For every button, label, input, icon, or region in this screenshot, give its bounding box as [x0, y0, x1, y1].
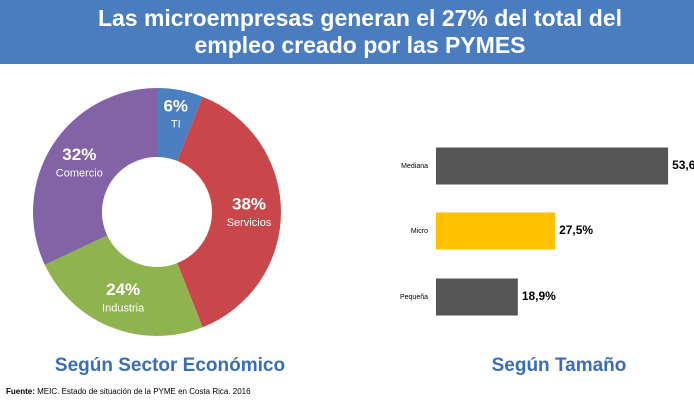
bar [436, 212, 556, 250]
y-tick-label: Mediana [401, 163, 428, 170]
chart-subtitle: Según Tamaño [492, 355, 627, 376]
title-line: empleo creado por las PYMES [194, 32, 525, 58]
pie-slice [157, 88, 203, 161]
slice-value-label: 32% [62, 145, 96, 164]
slice-value-label: 6% [163, 96, 188, 115]
bar-value-label: 27,5% [559, 223, 593, 237]
source-label: Fuente: [6, 387, 35, 396]
bar [436, 147, 669, 185]
chart-subtitle: Según Sector Económico [55, 355, 285, 376]
slice-value-label: 38% [232, 194, 266, 213]
y-tick-label: Micro [411, 228, 428, 235]
header-bar [0, 0, 694, 64]
pie-slice [33, 88, 158, 265]
title-line: Las microempresas generan el 27% del tot… [98, 5, 622, 31]
slice-value-label: 24% [106, 280, 140, 299]
bar [436, 278, 518, 316]
y-tick-label: Pequeña [400, 294, 428, 301]
source: Fuente: MEIC. Estado de situación de la … [6, 387, 251, 396]
slice-category-label: Industria [102, 302, 145, 314]
slice-category-label: Servicios [227, 217, 272, 229]
pie-slice [177, 96, 281, 328]
slice-category-label: TI [171, 119, 181, 131]
bar-value-label: 53,6% [672, 158, 694, 172]
source-text: MEIC. Estado de situación de la PYME en … [37, 387, 251, 396]
slice-category-label: Comercio [56, 168, 103, 180]
bar-value-label: 18,9% [522, 289, 556, 303]
pie-slice [44, 235, 203, 336]
